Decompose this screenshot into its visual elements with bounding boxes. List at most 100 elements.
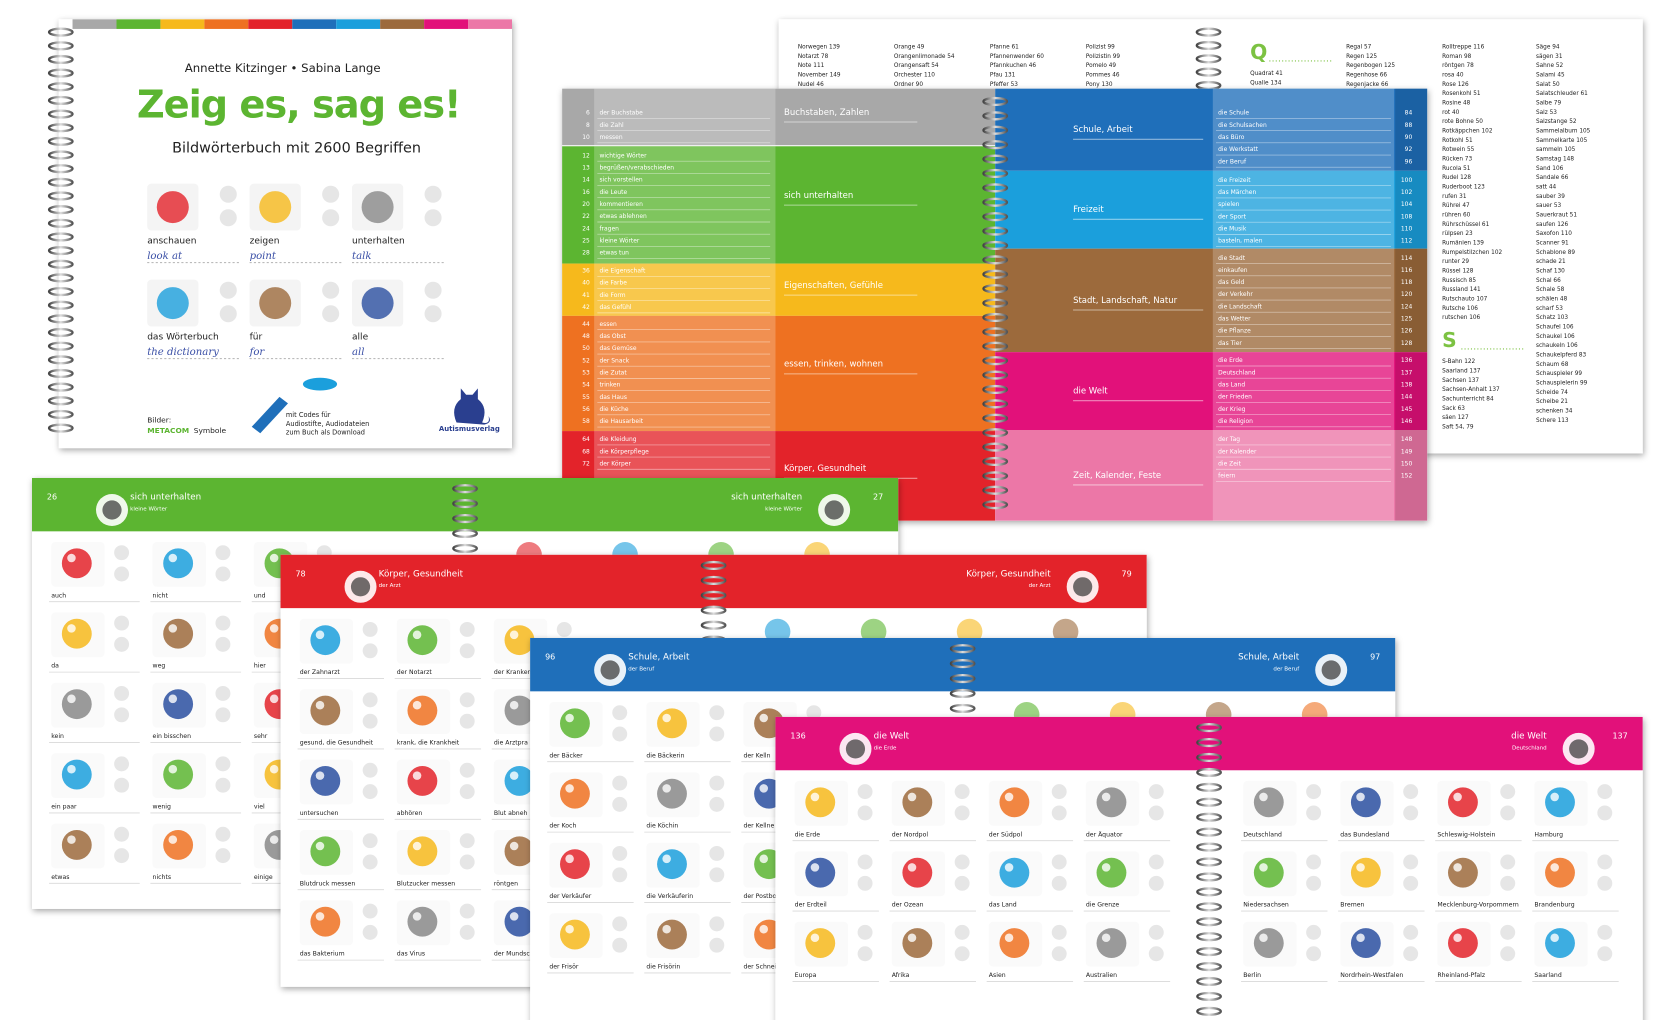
symbol-detail — [1259, 792, 1268, 802]
spiral-ring — [47, 368, 74, 379]
spiral-ring — [1196, 737, 1222, 748]
spiral-ring — [47, 109, 74, 119]
symbol-detail — [1101, 792, 1111, 802]
word-label: einige — [254, 874, 273, 881]
symbol — [999, 787, 1030, 818]
publisher: Autismusverlag — [439, 425, 500, 433]
spiral-ring — [1195, 27, 1222, 37]
code-dot — [1051, 946, 1067, 962]
symbol-detail — [1453, 863, 1462, 872]
symbol-detail — [168, 553, 178, 563]
spiral-ring — [1196, 902, 1222, 912]
pen-icon — [251, 396, 288, 434]
index-spread: Buchstaben, Zahlen 6 der Buchstabe 8 die Zah… — [562, 88, 1428, 521]
symbol-detail — [67, 553, 76, 563]
spiral-ring — [982, 312, 1009, 323]
alphabet-entry: Salzstange 52 — [1536, 119, 1577, 125]
entry-word: die Pflanze — [1218, 328, 1251, 335]
spiral-ring — [47, 205, 74, 215]
open-spread: 136 die Welt die Erde die Welt Deutschland 13… — [775, 716, 1643, 1020]
code-dot — [114, 826, 130, 842]
spiral-ring — [982, 500, 1009, 510]
word-label: die Arztpra — [494, 740, 528, 747]
symbol — [1545, 928, 1575, 958]
section-label: die Welt — [1073, 387, 1108, 397]
code-dot — [1148, 875, 1164, 891]
alphabet-entry: Roman 98 — [1442, 54, 1472, 60]
code-dot — [1403, 805, 1419, 821]
symbol — [1545, 857, 1575, 888]
code-dot — [424, 209, 442, 227]
symbol — [999, 857, 1030, 888]
page-title: Schule, Arbeit — [628, 653, 690, 663]
entry-page: 120 — [1401, 291, 1413, 298]
code-dot — [215, 756, 231, 772]
code-dot — [612, 867, 628, 883]
credits-suffix: Symbole — [194, 426, 227, 435]
spiral-ring — [47, 423, 74, 433]
alphabet-entry: S-Bahn 122 — [1442, 359, 1475, 365]
book-cover: Annette Kitzinger • Sabina Lange Zeig es,… — [47, 19, 513, 449]
code-dot — [709, 916, 725, 932]
spiral-ring — [452, 528, 478, 539]
symbol-detail — [1550, 792, 1559, 802]
code-dot — [215, 566, 231, 582]
alphabet-entry: Scheibe 21 — [1536, 399, 1568, 405]
entry-word: der Kalender — [1218, 448, 1257, 455]
code-dot — [1597, 854, 1613, 870]
color-strip — [204, 19, 249, 29]
word-english: talk — [352, 251, 371, 262]
credits: Bilder: — [147, 415, 171, 424]
symbol-detail — [509, 841, 519, 851]
code-dot — [114, 615, 130, 631]
symbol — [657, 919, 687, 950]
symbol-detail — [269, 764, 279, 774]
symbol — [805, 928, 836, 958]
symbol-detail — [67, 624, 76, 633]
symbol — [310, 625, 341, 656]
entry-word: basteln, malen — [1218, 238, 1263, 245]
alphabet-entry: Orangensaft 54 — [894, 63, 939, 69]
word-label: die Frisörin — [646, 964, 680, 971]
page-title: sich unterhalten — [731, 493, 802, 503]
code-dot — [1403, 946, 1419, 962]
alphabet-entry: rutschen 106 — [1442, 315, 1480, 321]
entry-word: die Religion — [1218, 418, 1253, 425]
symbol-detail — [315, 630, 325, 640]
entry-page: 152 — [1401, 473, 1413, 480]
code-dot — [612, 796, 628, 812]
pen-logo — [302, 377, 338, 391]
entry-page: 116 — [1401, 267, 1413, 274]
header-symbol-detail — [350, 577, 371, 597]
alphabet-entry: Nudel 46 — [798, 82, 824, 88]
code-dot — [1051, 875, 1067, 891]
spiral-ring — [1196, 872, 1222, 882]
entry-page: 64 — [582, 436, 590, 443]
code-dot — [459, 622, 475, 637]
entry-word: der Buchstabe — [599, 110, 643, 117]
entry-word: die Hausarbeit — [599, 418, 643, 425]
page-subtitle: Deutschland — [1512, 745, 1547, 751]
symbol — [407, 836, 438, 867]
alphabet-entry: Quadrat 41 — [1250, 71, 1283, 77]
spiral-ring — [452, 484, 478, 494]
entry-page: 104 — [1401, 201, 1413, 208]
word-german: das Wörterbuch — [147, 333, 219, 343]
entry-word: kommentieren — [599, 201, 643, 208]
alphabet-entry: Russisch 85 — [1442, 278, 1476, 284]
symbol-detail — [412, 771, 422, 780]
symbol-detail — [168, 764, 178, 774]
symbol — [361, 191, 394, 224]
spiral-ring — [1196, 842, 1222, 852]
word-label: Brandenburg — [1534, 902, 1574, 909]
page-number-column — [1395, 430, 1428, 521]
code-dot — [709, 705, 725, 721]
spiral-ring — [47, 246, 74, 256]
entry-page: 40 — [582, 280, 590, 287]
entry-word: trinken — [599, 382, 620, 389]
header-symbol-detail — [102, 500, 122, 520]
alphabet-entry: Polizist 99 — [1086, 45, 1115, 51]
symbol — [1253, 787, 1284, 818]
spiral-ring — [452, 499, 478, 509]
page-subtitle: der Beruf — [628, 666, 655, 672]
